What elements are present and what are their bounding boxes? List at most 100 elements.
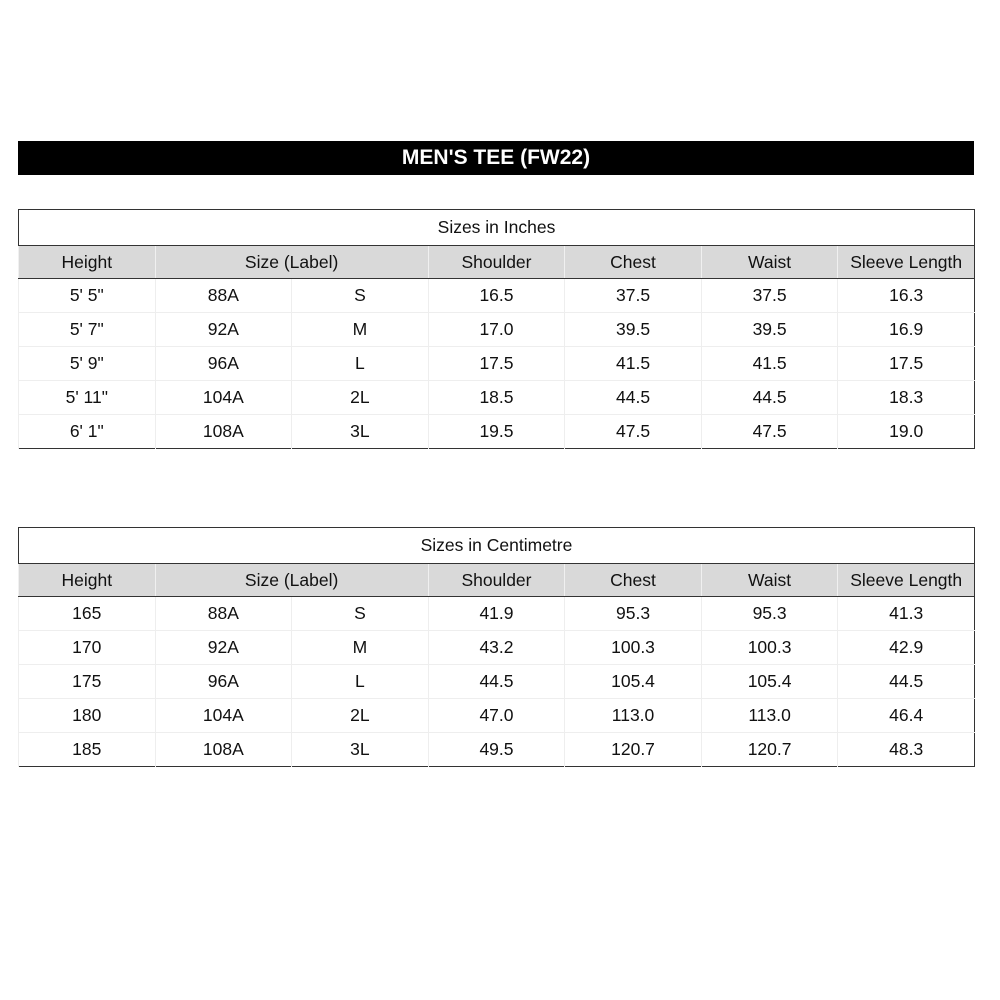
table-cell: 180 [18, 698, 156, 733]
table-cell: 42.9 [837, 630, 975, 665]
table-row: 5' 9" 96A L 17.5 41.5 41.5 17.5 [18, 346, 975, 381]
table-cell: 17.5 [427, 346, 565, 381]
table-cell: 41.5 [700, 346, 838, 381]
table-cell: 113.0 [564, 698, 702, 733]
table-cell: 43.2 [427, 630, 565, 665]
table-cell: 5' 11" [18, 380, 156, 415]
column-header: Shoulder [427, 563, 565, 597]
table-row: 5' 7" 92A M 17.0 39.5 39.5 16.9 [18, 312, 975, 347]
header-row: Height Size (Label) Shoulder Chest Waist Slee… [18, 563, 975, 597]
table-caption: Sizes in Inches [18, 209, 975, 246]
centimetre-size-table: Sizes in Centimetre Height Size (Label) Sho… [18, 527, 975, 767]
table-cell: 105.4 [700, 664, 838, 699]
column-header: Height [18, 563, 156, 597]
table-cell: 41.3 [837, 596, 975, 631]
table-cell: 120.7 [700, 732, 838, 767]
table-cell: 3L [291, 414, 429, 449]
table-cell: 49.5 [427, 732, 565, 767]
table-cell: 104A [154, 698, 292, 733]
inches-size-table: Sizes in Inches Height Size (Label) Shoulde… [18, 209, 975, 449]
column-header: Chest [564, 563, 702, 597]
table-cell: 2L [291, 380, 429, 415]
table-cell: 92A [154, 312, 292, 347]
table-cell: M [291, 630, 429, 665]
table-cell: 113.0 [700, 698, 838, 733]
column-header: Shoulder [427, 245, 565, 279]
table-row: 185 108A 3L 49.5 120.7 120.7 48.3 [18, 732, 975, 767]
table-row: 6' 1" 108A 3L 19.5 47.5 47.5 19.0 [18, 414, 975, 449]
table-row: 5' 5" 88A S 16.5 37.5 37.5 16.3 [18, 278, 975, 313]
table-cell: 95.3 [564, 596, 702, 631]
table-caption: Sizes in Centimetre [18, 527, 975, 564]
table-caption-row: Sizes in Centimetre [18, 527, 975, 564]
table-cell: 3L [291, 732, 429, 767]
table-cell: 17.0 [427, 312, 565, 347]
table-cell: 104A [154, 380, 292, 415]
chart-title: MEN'S TEE (FW22) [18, 141, 974, 175]
table-cell: 47.0 [427, 698, 565, 733]
table-cell: L [291, 346, 429, 381]
table-cell: S [291, 278, 429, 313]
table-cell: 18.3 [837, 380, 975, 415]
table-cell: 96A [154, 346, 292, 381]
table-cell: 41.9 [427, 596, 565, 631]
table-cell: 92A [154, 630, 292, 665]
table-cell: 88A [154, 596, 292, 631]
table-cell: 108A [154, 732, 292, 767]
table-cell: 175 [18, 664, 156, 699]
table-cell: 100.3 [564, 630, 702, 665]
table-cell: 19.0 [837, 414, 975, 449]
table-cell: 16.3 [837, 278, 975, 313]
table-cell: 19.5 [427, 414, 565, 449]
table-cell: 18.5 [427, 380, 565, 415]
table-cell: S [291, 596, 429, 631]
table-cell: 95.3 [700, 596, 838, 631]
table-cell: 96A [154, 664, 292, 699]
column-header: Size (Label) [154, 563, 429, 597]
table-cell: 6' 1" [18, 414, 156, 449]
table-cell: 5' 5" [18, 278, 156, 313]
header-row: Height Size (Label) Shoulder Chest Waist Slee… [18, 245, 975, 279]
table-cell: 46.4 [837, 698, 975, 733]
table-caption-row: Sizes in Inches [18, 209, 975, 246]
column-header: Size (Label) [154, 245, 429, 279]
column-header: Sleeve Length [837, 563, 975, 597]
table-cell: 108A [154, 414, 292, 449]
table-cell: 44.5 [837, 664, 975, 699]
table-cell: 41.5 [564, 346, 702, 381]
table-cell: 16.5 [427, 278, 565, 313]
column-header: Sleeve Length [837, 245, 975, 279]
table-row: 175 96A L 44.5 105.4 105.4 44.5 [18, 664, 975, 699]
column-header: Waist [700, 245, 838, 279]
column-header: Height [18, 245, 156, 279]
table-cell: 37.5 [564, 278, 702, 313]
table-cell: 2L [291, 698, 429, 733]
table-cell: 88A [154, 278, 292, 313]
table-cell: 44.5 [564, 380, 702, 415]
column-header: Chest [564, 245, 702, 279]
table-cell: 17.5 [837, 346, 975, 381]
table-cell: 120.7 [564, 732, 702, 767]
table-cell: 47.5 [700, 414, 838, 449]
table-cell: 48.3 [837, 732, 975, 767]
table-cell: 44.5 [427, 664, 565, 699]
table-cell: 39.5 [700, 312, 838, 347]
table-cell: 100.3 [700, 630, 838, 665]
table-row: 180 104A 2L 47.0 113.0 113.0 46.4 [18, 698, 975, 733]
table-cell: 5' 9" [18, 346, 156, 381]
table-cell: 16.9 [837, 312, 975, 347]
column-header: Waist [700, 563, 838, 597]
table-cell: 47.5 [564, 414, 702, 449]
table-cell: L [291, 664, 429, 699]
table-cell: 170 [18, 630, 156, 665]
table-cell: 165 [18, 596, 156, 631]
table-row: 5' 11" 104A 2L 18.5 44.5 44.5 18.3 [18, 380, 975, 415]
table-cell: 37.5 [700, 278, 838, 313]
table-cell: 105.4 [564, 664, 702, 699]
table-cell: 44.5 [700, 380, 838, 415]
table-cell: M [291, 312, 429, 347]
table-cell: 39.5 [564, 312, 702, 347]
table-row: 165 88A S 41.9 95.3 95.3 41.3 [18, 596, 975, 631]
table-cell: 5' 7" [18, 312, 156, 347]
table-row: 170 92A M 43.2 100.3 100.3 42.9 [18, 630, 975, 665]
